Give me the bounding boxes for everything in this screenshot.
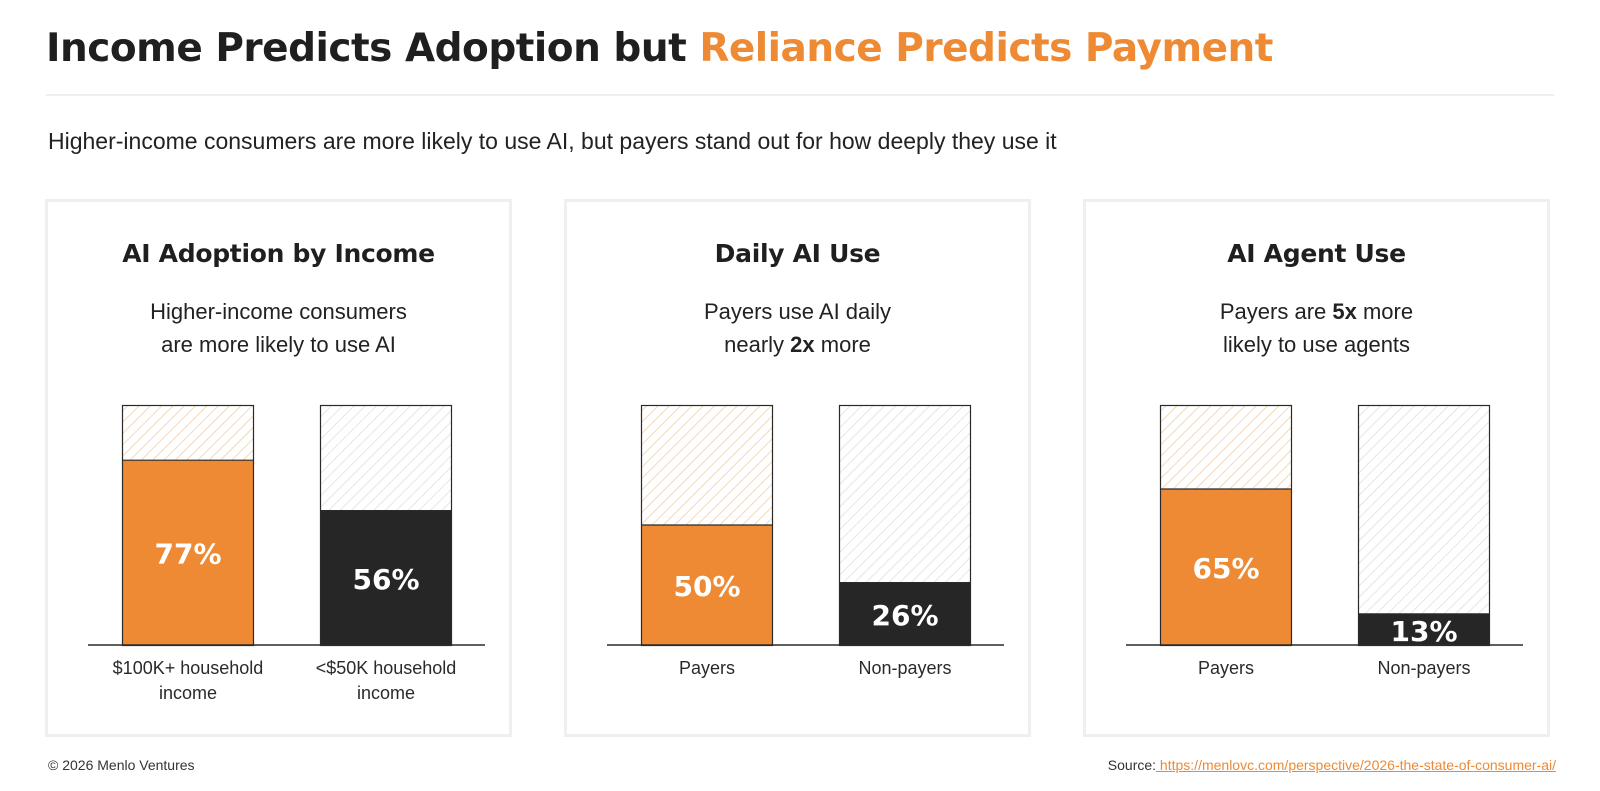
category-label: Non-payers — [858, 658, 951, 678]
panel-subtitle: Payers use AI daily nearly 2x more — [597, 295, 998, 361]
title-main: Income Predicts Adoption but — [46, 26, 687, 71]
category-label: <$50K household — [316, 658, 457, 678]
panel-ai-agent-use: AI Agent Use Payers are 5x more likely t… — [1083, 199, 1550, 737]
data-label: 56% — [352, 563, 419, 596]
page-title: Income Predicts Adoption but Reliance Pr… — [46, 26, 1273, 71]
category-label: income — [159, 683, 217, 703]
category-label: Payers — [679, 658, 735, 678]
category-label: Payers — [1198, 658, 1254, 678]
panel-subtitle-emphasis: 2x — [790, 332, 815, 357]
bar — [1160, 489, 1292, 645]
data-label: 26% — [871, 599, 938, 632]
data-label: 50% — [673, 570, 740, 603]
panel-subtitle: Payers are 5x more likely to use agents — [1116, 295, 1517, 361]
panel-subtitle-line1: Higher-income consumers — [150, 299, 407, 324]
title-accent: Reliance Predicts Payment — [699, 26, 1273, 71]
panel-title: AI Adoption by Income — [122, 239, 435, 268]
bar — [1358, 613, 1490, 645]
bar — [320, 510, 452, 645]
bar — [122, 460, 254, 645]
bar-chart: 65% Payers 13% Non-payers — [1126, 404, 1523, 678]
panel-ai-adoption: AI Adoption by Income Higher-income cons… — [45, 199, 512, 737]
bar-chart: 77% $100K+ household income 56% <$50K househ… — [88, 404, 485, 703]
category-label: Non-payers — [1377, 658, 1470, 678]
category-label: $100K+ household — [113, 658, 264, 678]
source-note: Source: https://menlovc.com/perspective/… — [1108, 757, 1556, 773]
page-subtitle: Higher-income consumers are more likely … — [48, 128, 1057, 154]
panel-subtitle-line1: Payers use AI daily — [703, 299, 892, 324]
bar — [839, 582, 971, 645]
panel-subtitle: Higher-income consumers are more likely … — [78, 295, 479, 361]
title-divider — [46, 94, 1554, 96]
data-label: 13% — [1390, 615, 1457, 648]
panel-subtitle-line1-post: more — [1356, 299, 1414, 324]
panel-subtitle-line2-pre: nearly — [724, 332, 791, 357]
panel-subtitle-line2: likely to use agents — [1222, 332, 1411, 357]
bar — [641, 525, 773, 645]
panel-daily-ai-use: Daily AI Use Payers use AI daily nearly … — [564, 199, 1031, 737]
category-label: income — [357, 683, 415, 703]
panel-subtitle-line1-pre: Payers are — [1219, 299, 1333, 324]
panel-subtitle-line2: are more likely to use AI — [161, 332, 396, 357]
panel-title: Daily AI Use — [714, 239, 881, 268]
bar-remainder — [1358, 405, 1490, 645]
copyright: © 2026 Menlo Ventures — [48, 757, 195, 773]
data-label: 77% — [154, 538, 221, 571]
bar-chart: 50% Payers 26% Non-payers — [607, 404, 1004, 678]
data-label: 65% — [1192, 552, 1259, 585]
panel-subtitle-line2-post: more — [814, 332, 871, 357]
source-link[interactable]: https://menlovc.com/perspective/2026-the… — [1156, 757, 1556, 773]
source-label: Source: — [1107, 757, 1157, 773]
panel-subtitle-emphasis: 5x — [1332, 299, 1357, 324]
panel-title: AI Agent Use — [1227, 239, 1406, 268]
